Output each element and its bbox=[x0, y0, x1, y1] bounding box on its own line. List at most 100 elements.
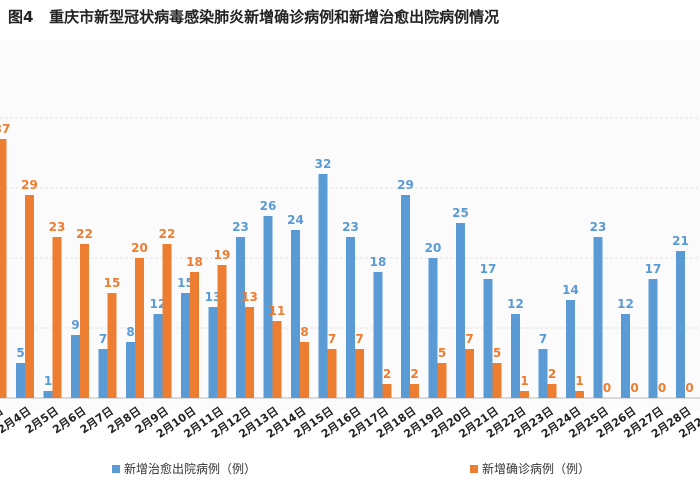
confirmed-bar bbox=[217, 265, 227, 398]
confirmed-data-label: 13 bbox=[241, 290, 258, 304]
recovered-data-label: 7 bbox=[539, 332, 547, 346]
confirmed-data-label: 7 bbox=[328, 332, 336, 346]
confirmed-bar bbox=[410, 384, 419, 398]
recovered-data-label: 17 bbox=[645, 262, 662, 276]
recovered-bar bbox=[373, 272, 383, 398]
recovered-bar bbox=[538, 349, 548, 398]
recovered-bar bbox=[676, 251, 685, 398]
recovered-bar bbox=[98, 349, 108, 398]
recovered-data-label: 17 bbox=[480, 262, 497, 276]
confirmed-data-label: 15 bbox=[104, 276, 121, 290]
recovered-bar bbox=[126, 342, 135, 398]
confirmed-data-label: 0 bbox=[658, 381, 666, 395]
confirmed-data-label: 7 bbox=[355, 332, 363, 346]
recovered-data-label: 20 bbox=[425, 241, 442, 255]
recovered-bar bbox=[291, 230, 300, 398]
recovered-data-label: 7 bbox=[99, 332, 107, 346]
confirmed-bar bbox=[0, 139, 7, 398]
confirmed-data-label: 29 bbox=[21, 178, 38, 192]
recovered-bar bbox=[346, 237, 355, 398]
recovered-bar bbox=[71, 335, 80, 398]
confirmed-data-label: 1 bbox=[575, 374, 583, 388]
recovered-bar bbox=[511, 314, 520, 398]
recovered-data-label: 9 bbox=[71, 318, 79, 332]
confirmed-data-label: 8 bbox=[300, 325, 308, 339]
confirmed-data-label: 20 bbox=[131, 241, 148, 255]
recovered-bar bbox=[208, 307, 218, 398]
confirmed-data-label: 19 bbox=[214, 248, 231, 262]
legend-item-recovered: 新增治愈出院病例（例） bbox=[112, 460, 256, 477]
confirmed-bar bbox=[25, 195, 34, 398]
confirmed-bar bbox=[272, 321, 282, 398]
recovered-data-label: 25 bbox=[452, 206, 469, 220]
recovered-data-label: 12 bbox=[507, 297, 524, 311]
confirmed-bar bbox=[382, 384, 392, 398]
confirmed-data-label: 23 bbox=[49, 220, 66, 234]
recovered-bar bbox=[621, 314, 630, 398]
confirmed-bar bbox=[575, 391, 584, 398]
confirmed-data-label: 22 bbox=[76, 227, 93, 241]
confirmed-bar bbox=[547, 384, 557, 398]
confirmed-bar bbox=[465, 349, 474, 398]
recovered-data-label: 13 bbox=[205, 290, 222, 304]
confirmed-data-label: 0 bbox=[630, 381, 638, 395]
confirmed-data-label: 22 bbox=[159, 227, 176, 241]
recovered-data-label: 12 bbox=[617, 297, 634, 311]
recovered-data-label: 8 bbox=[126, 325, 134, 339]
confirmed-bar bbox=[52, 237, 62, 398]
confirmed-bar bbox=[162, 244, 172, 398]
recovered-bar bbox=[648, 279, 658, 398]
confirmed-data-label: 2 bbox=[548, 367, 556, 381]
recovered-bar bbox=[401, 195, 410, 398]
recovered-data-label: 15 bbox=[177, 276, 194, 290]
chart-title: 图4 重庆市新型冠状病毒感染肺炎新增确诊病例和新增治愈出院病例情况 bbox=[8, 8, 500, 26]
confirmed-data-label: 7 bbox=[465, 332, 473, 346]
confirmed-bar bbox=[520, 391, 529, 398]
recovered-data-label: 29 bbox=[397, 178, 414, 192]
confirmed-bar bbox=[300, 342, 309, 398]
confirmed-data-label: 2 bbox=[383, 367, 391, 381]
recovered-bar bbox=[153, 314, 163, 398]
confirmed-data-label: 0 bbox=[685, 381, 693, 395]
recovered-data-label: 23 bbox=[232, 220, 249, 234]
recovered-bar bbox=[263, 216, 273, 398]
recovered-data-label: 14 bbox=[562, 283, 579, 297]
recovered-data-label: 12 bbox=[150, 297, 167, 311]
recovered-data-label: 18 bbox=[370, 255, 387, 269]
confirmed-data-label: 5 bbox=[493, 346, 501, 360]
recovered-bar bbox=[181, 293, 190, 398]
recovered-data-label: 1 bbox=[44, 374, 52, 388]
confirmed-data-label: 2 bbox=[410, 367, 418, 381]
confirmed-bar bbox=[135, 258, 144, 398]
confirmed-data-label: 37 bbox=[0, 122, 10, 136]
confirmed-bar bbox=[80, 244, 89, 398]
confirmed-data-label: 11 bbox=[269, 304, 286, 318]
confirmed-data-label: 1 bbox=[520, 374, 528, 388]
confirmed-bar bbox=[327, 349, 337, 398]
recovered-bar bbox=[456, 223, 465, 398]
confirmed-bar bbox=[437, 363, 447, 398]
recovered-data-label: 32 bbox=[315, 157, 332, 171]
confirmed-bar bbox=[107, 293, 117, 398]
recovered-bar bbox=[236, 237, 245, 398]
recovered-bar bbox=[16, 363, 25, 398]
legend-label: 新增确诊病例（例） bbox=[482, 462, 591, 476]
recovered-data-label: 23 bbox=[590, 220, 607, 234]
confirmed-bar bbox=[245, 307, 254, 398]
recovered-bar bbox=[593, 237, 603, 398]
legend-label: 新增治愈出院病例（例） bbox=[124, 462, 257, 476]
recovered-data-label: 24 bbox=[287, 213, 304, 227]
confirmed-bar bbox=[355, 349, 364, 398]
recovered-data-label: 26 bbox=[260, 199, 277, 213]
confirmed-data-label: 18 bbox=[186, 255, 203, 269]
confirmed-data-label: 0 bbox=[603, 381, 611, 395]
recovered-data-label: 23 bbox=[342, 220, 359, 234]
confirmed-bar bbox=[190, 272, 199, 398]
recovered-bar bbox=[566, 300, 575, 398]
confirmed-bar bbox=[492, 363, 502, 398]
recovered-bar bbox=[43, 391, 53, 398]
confirmed-data-label: 5 bbox=[438, 346, 446, 360]
legend-swatch-blue bbox=[112, 464, 120, 473]
legend-item-confirmed: 新增确诊病例（例） bbox=[470, 460, 590, 477]
